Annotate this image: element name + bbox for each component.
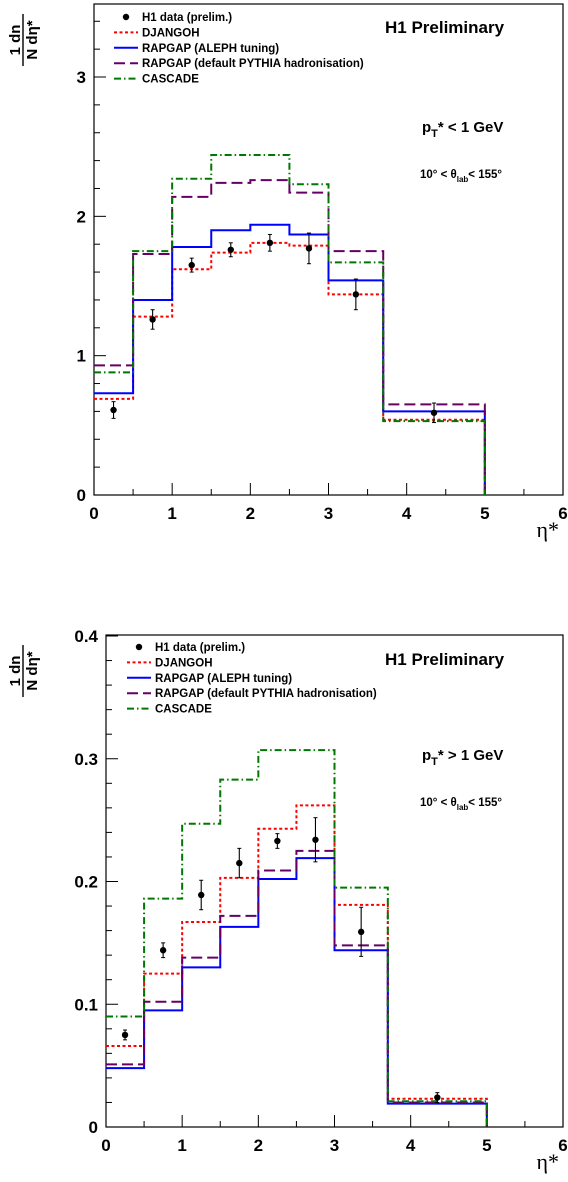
- chart-panel-1: 0 1 2 3 4 5 6 0 1 2 3 1 dn N dη* η* H1 data (prelim.) D…: [7, 3, 568, 542]
- data-point: [110, 406, 117, 414]
- legend-entry-4: CASCADE: [155, 704, 212, 716]
- legend-entry-1: DJANGOH: [142, 27, 200, 39]
- series-line-2: [94, 223, 486, 495]
- x-tick-label: 6: [558, 504, 567, 523]
- y-axis-label: 1 dn N dη*: [7, 645, 41, 697]
- data-point: [352, 291, 360, 298]
- experiment-label: H1 Preliminary: [385, 18, 505, 37]
- legend-entry-data: H1 data (prelim.): [155, 642, 245, 654]
- y-tick-label: 3: [77, 68, 86, 87]
- y-tick-label: 0.4: [74, 627, 98, 646]
- y-axis-label-denominator: N dη*: [24, 651, 41, 690]
- data-point: [430, 409, 438, 416]
- y-axis-label-numerator: 1 dn: [7, 25, 24, 56]
- data-point: [149, 316, 156, 323]
- angle-label-post: < 155°: [468, 797, 502, 809]
- data-point: [159, 947, 167, 954]
- cut-label-rest: * < 1 GeV: [438, 119, 503, 136]
- x-axis-label: η*: [536, 517, 559, 542]
- y-axis-label-denominator: N dη*: [24, 20, 41, 59]
- legend-entry-1: DJANGOH: [155, 657, 213, 669]
- angle-label-pre: 10° < θ: [420, 169, 457, 181]
- legend-entry-3: RAPGAP (default PYTHIA hadronisation): [155, 688, 377, 700]
- cut-label-rest: * > 1 GeV: [438, 747, 503, 764]
- legend-entry-2: RAPGAP (ALEPH tuning): [142, 43, 279, 55]
- legend-entry-data: H1 data (prelim.): [142, 12, 232, 24]
- angle-label-pre: 10° < θ: [420, 797, 457, 809]
- data-point: [434, 1094, 441, 1101]
- cut-label: pT* < 1 GeV: [422, 119, 503, 140]
- data-point: [121, 1031, 129, 1039]
- y-tick-label: 2: [77, 207, 86, 226]
- angle-label-post: < 155°: [468, 169, 502, 181]
- x-tick-label: 2: [246, 504, 255, 523]
- data-point: [188, 261, 195, 269]
- x-tick-label: 1: [177, 1136, 186, 1155]
- x-tick-label: 6: [558, 1136, 567, 1155]
- legend: H1 data (prelim.) DJANGOH RAPGAP (ALEPH tu…: [127, 642, 377, 716]
- chart-panel-2: 0 1 2 3 4 5 6 0 0.1 0.2 0.3 0.4 1 dn N dη* η* H1 data (…: [7, 627, 568, 1174]
- data-point: [198, 891, 205, 899]
- series-line-1: [94, 241, 486, 495]
- x-tick-label: 4: [406, 1136, 416, 1155]
- x-axis-label: η*: [536, 1149, 559, 1174]
- legend-entry-3: RAPGAP (default PYTHIA hadronisation): [142, 58, 364, 70]
- series-line-3: [106, 849, 488, 1127]
- cut-label-sub: T: [431, 128, 438, 140]
- x-tick-label: 5: [482, 1136, 491, 1155]
- y-tick-label: 0: [89, 1118, 98, 1137]
- series-line-1: [106, 804, 488, 1127]
- cut-label-sub: T: [431, 756, 438, 768]
- legend: H1 data (prelim.) DJANGOH RAPGAP (ALEPH tu…: [114, 12, 364, 86]
- x-tick-label: 0: [101, 1136, 110, 1155]
- data-point: [266, 239, 274, 247]
- cut-label-main: p: [422, 119, 431, 136]
- experiment-label: H1 Preliminary: [385, 650, 505, 669]
- legend-entry-2: RAPGAP (ALEPH tuning): [155, 673, 292, 685]
- data-point: [274, 837, 281, 845]
- angle-label-sub: lab: [457, 803, 469, 812]
- y-tick-label: 0.2: [74, 873, 98, 892]
- series-line-4: [106, 749, 488, 1127]
- y-axis-label-numerator: 1 dn: [7, 656, 24, 687]
- data-point: [357, 928, 365, 936]
- data-point: [312, 836, 319, 843]
- y-tick-label: 0: [77, 486, 86, 505]
- cut-label: pT* > 1 GeV: [422, 747, 503, 768]
- cut-label-main: p: [422, 747, 431, 764]
- x-tick-label: 0: [89, 504, 98, 523]
- data-point: [236, 859, 243, 867]
- legend-marker-data: [135, 643, 143, 651]
- angle-label-sub: lab: [457, 175, 469, 184]
- legend-marker-data: [122, 13, 130, 21]
- y-tick-label: 1: [77, 347, 86, 366]
- x-tick-label: 3: [324, 504, 333, 523]
- data-point: [305, 245, 313, 252]
- y-axis-label: 1 dn N dη*: [7, 14, 41, 66]
- series-line-4: [94, 154, 486, 495]
- x-tick-label: 3: [330, 1136, 339, 1155]
- x-tick-label: 2: [254, 1136, 263, 1155]
- y-tick-label: 0.1: [74, 995, 98, 1014]
- angle-label: 10° < θlab< 155°: [420, 169, 502, 184]
- x-tick-label: 1: [167, 504, 176, 523]
- legend-entry-4: CASCADE: [142, 74, 199, 86]
- x-tick-label: 4: [402, 504, 412, 523]
- x-tick-label: 5: [480, 504, 489, 523]
- data-point: [227, 246, 234, 253]
- angle-label: 10° < θlab< 155°: [420, 797, 502, 812]
- y-tick-label: 0.3: [74, 750, 98, 769]
